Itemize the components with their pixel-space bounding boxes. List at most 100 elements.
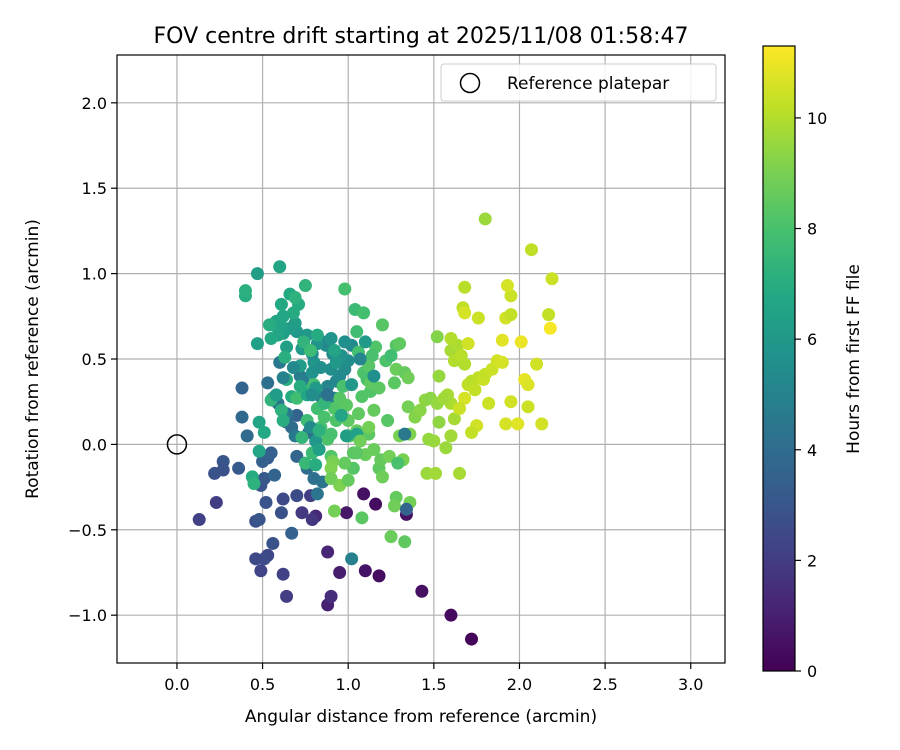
chart-title: FOV centre drift starting at 2025/11/08 …	[154, 24, 689, 49]
scatter-point	[305, 388, 319, 402]
scatter-point	[290, 391, 304, 405]
scatter-point	[249, 552, 263, 566]
scatter-point	[372, 569, 386, 583]
colorbar	[762, 45, 796, 672]
scatter-point	[339, 398, 353, 412]
scatter-point	[334, 408, 348, 422]
scatter-point	[268, 468, 282, 482]
scatter-point	[439, 441, 453, 455]
scatter-point	[264, 332, 278, 346]
y-tick-label: 1.5	[82, 179, 107, 198]
scatter-point	[399, 502, 413, 516]
scatter-point	[345, 552, 359, 566]
scatter-point	[353, 434, 367, 448]
colorbar-tick-label: 0	[807, 662, 817, 681]
colorbar-label: Hours from first FF file	[844, 264, 864, 454]
x-tick-label: 2.5	[592, 675, 617, 694]
scatter-point	[482, 396, 496, 410]
scatter-point	[238, 284, 252, 298]
scatter-point	[504, 395, 518, 409]
colorbar-tick-label: 2	[807, 551, 817, 570]
scatter-point	[329, 355, 343, 369]
colorbar-tick-label: 6	[807, 330, 817, 349]
scatter-point	[542, 308, 556, 322]
scatter-point	[458, 391, 472, 405]
scatter-point	[367, 369, 381, 383]
colorbar-tick-label: 10	[807, 109, 827, 128]
legend-label: Reference platepar	[507, 74, 669, 94]
scatter-point	[252, 444, 266, 458]
scatter-point	[351, 407, 365, 421]
scatter-point	[384, 349, 398, 363]
scatter-point	[310, 328, 324, 342]
x-axis-label: Angular distance from reference (arcmin)	[245, 707, 597, 727]
scatter-point	[461, 337, 475, 351]
scatter-point	[415, 584, 429, 598]
scatter-point	[240, 429, 254, 443]
scatter-point	[422, 432, 436, 446]
x-tick-label: 1.5	[421, 675, 446, 694]
scatter-point	[543, 321, 557, 335]
scatter-point	[387, 376, 401, 390]
scatter-point	[209, 495, 223, 509]
scatter-point	[328, 504, 342, 518]
scatter-point	[274, 506, 288, 520]
scatter-point	[432, 369, 446, 383]
scatter-point	[458, 306, 472, 320]
scatter-point	[353, 352, 367, 366]
scatter-point	[362, 420, 376, 434]
scatter-point	[235, 410, 249, 424]
scatter-point	[276, 309, 290, 323]
scatter-point	[338, 282, 352, 296]
scatter-point	[285, 526, 299, 540]
y-tick-label: −0.5	[68, 521, 107, 540]
scatter-point	[504, 308, 518, 322]
scatter-point	[369, 497, 383, 511]
scatter-point	[401, 400, 415, 414]
scatter-point	[247, 477, 261, 491]
legend-marker	[459, 72, 481, 94]
scatter-point	[232, 461, 246, 475]
scatter-point	[447, 412, 461, 426]
legend-box	[440, 63, 717, 102]
scatter-point	[274, 403, 288, 417]
scatter-point	[358, 335, 372, 349]
scatter-point	[278, 350, 292, 364]
scatter-point	[357, 306, 371, 320]
scatter-point	[495, 333, 509, 347]
scatter-point	[286, 306, 300, 320]
scatter-point	[504, 289, 518, 303]
scatter-point	[288, 291, 302, 305]
scatter-point	[324, 589, 338, 603]
scatter-point	[545, 272, 559, 286]
scatter-point	[254, 564, 268, 578]
scatter-point	[393, 337, 407, 351]
scatter-point	[381, 413, 395, 427]
scatter-point	[345, 378, 359, 392]
scatter-point	[355, 511, 369, 525]
scatter-point	[257, 472, 271, 486]
scatter-point	[339, 506, 353, 520]
colorbar-tick-label: 4	[807, 441, 817, 460]
reference-platepar-marker	[166, 434, 188, 455]
scatter-point	[511, 417, 525, 431]
scatter-point	[465, 632, 479, 646]
scatter-points	[192, 212, 559, 646]
scatter-point	[324, 461, 338, 475]
scatter-point	[235, 381, 249, 395]
scatter-point	[259, 495, 273, 509]
scatter-point	[276, 492, 290, 506]
scatter-point	[286, 361, 300, 375]
scatter-point	[521, 378, 535, 392]
scatter-point	[324, 472, 338, 486]
scatter-point	[269, 388, 283, 402]
y-tick-label: 0.0	[82, 435, 107, 454]
scatter-point	[500, 279, 514, 293]
scatter-point	[341, 473, 355, 487]
x-tick-label: 2.0	[507, 675, 532, 694]
scatter-point	[252, 415, 266, 429]
scatter-point	[304, 343, 318, 357]
scatter-point	[216, 463, 230, 477]
scatter-point	[524, 243, 538, 257]
